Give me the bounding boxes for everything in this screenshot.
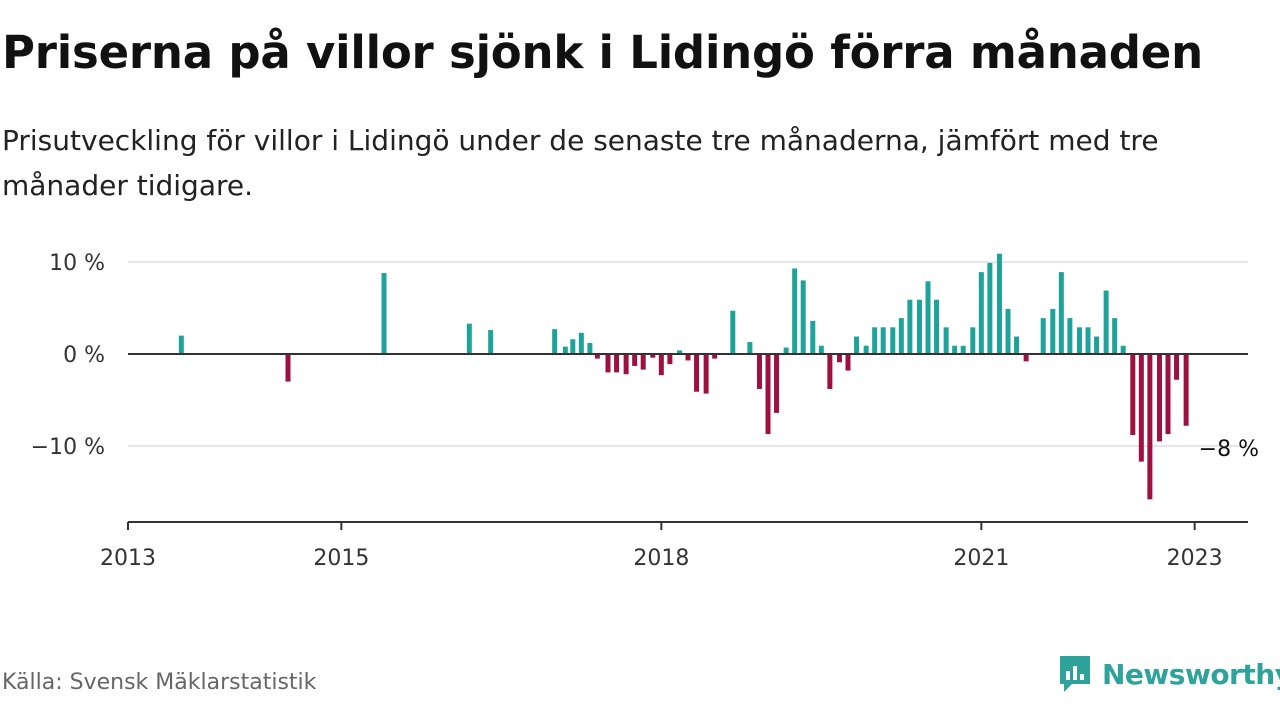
brand-name: Newsworthy — [1102, 657, 1280, 691]
chart-title: Priserna på villor sjönk i Lidingö förra… — [2, 26, 1203, 79]
bar — [667, 354, 673, 365]
bar — [1130, 354, 1136, 435]
bar — [640, 354, 646, 370]
bar — [800, 280, 806, 354]
bar — [712, 354, 718, 359]
bar — [1103, 290, 1109, 354]
bar — [570, 339, 576, 354]
bar — [810, 320, 816, 354]
y-tick-label: 10 % — [49, 251, 105, 276]
x-tick-label: 2015 — [313, 546, 369, 571]
bar — [1094, 336, 1100, 354]
bar — [783, 347, 789, 354]
bar — [880, 327, 886, 354]
bar — [1174, 354, 1180, 380]
bar — [703, 354, 709, 394]
y-tick-label: −10 % — [31, 435, 105, 460]
bar — [1138, 354, 1144, 462]
bar — [970, 327, 976, 354]
bar — [1023, 354, 1029, 362]
bar — [756, 354, 762, 389]
bar — [658, 354, 664, 376]
source-note: Källa: Svensk Mäklarstatistik — [2, 670, 317, 695]
bar — [685, 354, 691, 361]
last-value-label: −8 % — [1199, 437, 1259, 462]
bar — [872, 327, 878, 354]
bar — [765, 354, 771, 435]
bar — [1050, 308, 1056, 354]
bar — [594, 354, 600, 359]
bar — [1085, 327, 1091, 354]
bar — [587, 342, 593, 354]
bar — [285, 354, 291, 382]
bar — [650, 354, 656, 358]
bar — [836, 354, 842, 363]
bar — [934, 299, 940, 354]
bar — [381, 273, 387, 354]
x-tick-label: 2013 — [100, 546, 156, 571]
bar — [1067, 318, 1073, 354]
x-tick-label: 2018 — [633, 546, 689, 571]
bar — [890, 327, 896, 354]
bar — [730, 310, 736, 354]
bar — [1076, 327, 1082, 354]
bar — [774, 354, 780, 413]
bar — [614, 354, 620, 373]
bar — [960, 345, 966, 354]
bar — [747, 342, 753, 354]
bar — [907, 299, 913, 354]
bar — [632, 354, 638, 366]
bar — [916, 299, 922, 354]
bar — [623, 354, 629, 375]
bar — [1147, 354, 1153, 500]
bar — [818, 345, 824, 354]
bar-chart: 10 % 0 % −10 % 2013 2015 2018 2021 2023 −8 % — [31, 251, 1259, 571]
bar — [845, 354, 851, 371]
bar — [1156, 354, 1162, 442]
x-tick-label: 2021 — [953, 546, 1009, 571]
bar — [562, 346, 568, 354]
bar — [1040, 318, 1046, 354]
x-tick-label: 2023 — [1167, 546, 1223, 571]
brand-logo[interactable]: Newsworthy — [1058, 652, 1280, 696]
bar — [1058, 272, 1064, 354]
bar — [792, 268, 798, 354]
bar — [1014, 336, 1020, 354]
bar — [466, 323, 472, 354]
y-tick-label: 0 % — [63, 343, 105, 368]
bar — [925, 281, 931, 354]
bar — [996, 253, 1002, 354]
chart-subtitle: Prisutveckling för villor i Lidingö unde… — [2, 124, 1159, 202]
bar — [1005, 308, 1011, 354]
bar — [952, 345, 958, 354]
bar — [978, 272, 984, 354]
bar — [676, 350, 682, 354]
bar — [898, 318, 904, 354]
bar — [488, 330, 494, 354]
bar — [1120, 345, 1126, 354]
bar — [1112, 318, 1118, 354]
bar — [694, 354, 700, 392]
bar — [863, 345, 869, 354]
bar — [178, 335, 184, 354]
bar-chart-logo-icon — [1060, 656, 1090, 692]
bar — [1183, 354, 1189, 426]
bar — [605, 354, 611, 373]
bar — [552, 329, 558, 354]
bar — [987, 262, 993, 354]
bar — [827, 354, 833, 389]
bar — [578, 332, 584, 354]
bar — [1165, 354, 1171, 435]
bar — [854, 336, 860, 354]
bar — [943, 327, 949, 354]
